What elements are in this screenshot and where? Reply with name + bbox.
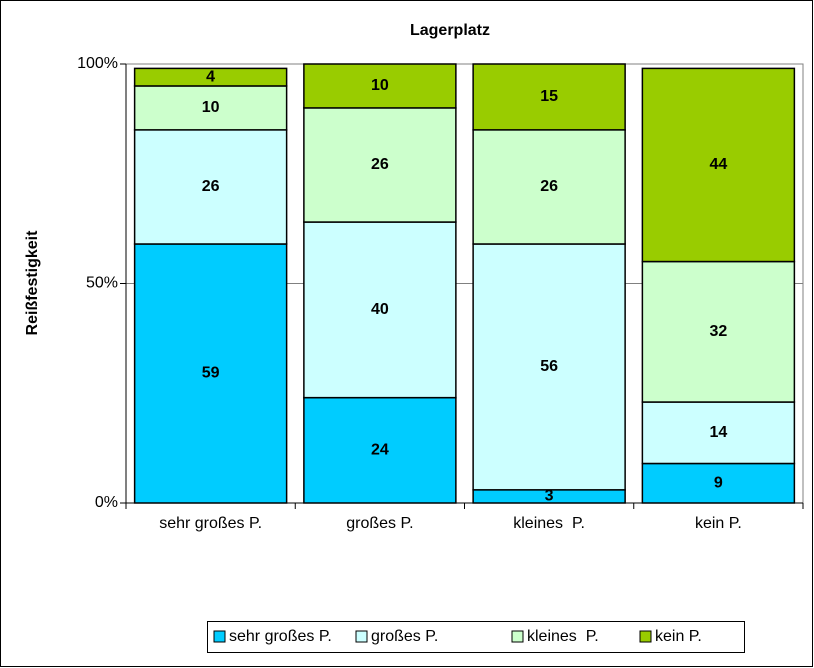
data-label: 59: [202, 365, 220, 382]
data-label: 26: [371, 156, 389, 173]
data-label: 9: [714, 474, 723, 491]
data-label: 26: [540, 178, 558, 195]
bar-segment: [641, 401, 796, 465]
bar-segment: [303, 396, 457, 504]
bar-segment: [303, 221, 457, 399]
x-tick-label: kein P.: [694, 515, 742, 532]
bar-segment: [641, 67, 796, 263]
data-label: 32: [709, 323, 727, 340]
legend-box: [207, 621, 745, 653]
data-label: 26: [202, 178, 220, 195]
legend-label: kleines P.: [527, 628, 599, 645]
data-label: 3: [545, 488, 554, 505]
y-tick-label: 50%: [86, 275, 118, 292]
legend-swatch: [213, 630, 226, 643]
x-tick-slot: kein P.: [694, 515, 742, 532]
data-label: 24: [371, 442, 389, 459]
legend-label: kein P.: [655, 628, 702, 645]
data-label: 40: [371, 301, 389, 318]
legend-swatch: [355, 630, 368, 643]
x-tick-slot: großes P.: [346, 515, 414, 532]
data-label: 15: [540, 88, 558, 105]
y-axis-label: Reißfestigkeit: [24, 230, 41, 336]
bar-segment: [133, 129, 288, 245]
bar-segment: [133, 243, 288, 504]
data-label: 14: [709, 424, 727, 441]
data-label: 56: [540, 358, 558, 375]
legend-swatch: [639, 630, 652, 643]
x-tick-slot: kleines P.: [513, 515, 585, 532]
x-tick-label: großes P.: [346, 515, 414, 532]
data-label: 10: [202, 99, 220, 116]
y-tick-label: 100%: [77, 55, 118, 72]
x-tick-label: sehr großes P.: [159, 515, 263, 532]
bar-segment: [641, 462, 796, 504]
legend-label: sehr großes P.: [229, 628, 332, 645]
bar-segment: [303, 107, 457, 223]
bar-segment: [472, 243, 626, 491]
bar-segment: [133, 67, 288, 87]
x-tick-slot: sehr großes P.: [159, 515, 263, 532]
bar-segment: [133, 85, 288, 131]
legend-label: großes P.: [371, 628, 438, 645]
data-label: 4: [206, 68, 215, 85]
data-label: 44: [709, 156, 727, 173]
bar-segment: [641, 260, 796, 403]
chart-title: Lagerplatz: [410, 22, 490, 39]
bar-segment: [472, 129, 626, 245]
bar-segment: [303, 63, 457, 109]
legend-swatch: [511, 630, 524, 643]
data-label: 10: [371, 77, 389, 94]
x-tick-label: kleines P.: [513, 515, 585, 532]
bar-segment: [472, 63, 626, 131]
y-tick-label: 0%: [95, 494, 118, 511]
